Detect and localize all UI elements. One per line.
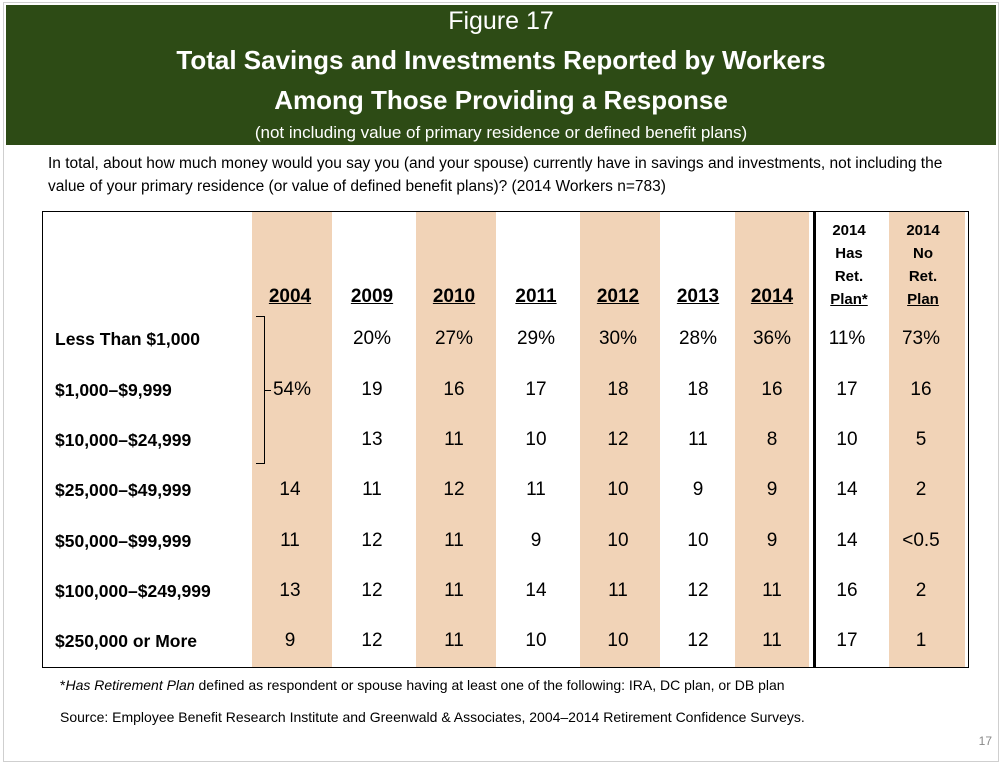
table-cell: 18 [607,379,629,400]
table-cell: 16 [761,379,783,400]
table-cell: 10 [607,630,629,651]
table-cell: 8 [766,429,778,450]
survey-question: In total, about how much money would you… [48,155,943,195]
row-label: $10,000–$24,999 [55,430,192,450]
table-cell: 2 [915,580,927,601]
column-header-2012: 2012 [596,286,640,307]
footnote: *Has Retirement Plan defined as responde… [60,677,785,693]
table-cell: 30% [598,328,638,349]
table-cell: 11 [762,580,782,601]
footnote-italic: Has Retirement Plan [65,677,195,693]
table-cell: 11% [828,328,866,349]
row-label: Less Than $1,000 [55,329,200,349]
table-cell: 10 [836,429,858,450]
column-header-2011: 2011 [515,286,557,307]
row-label: $50,000–$99,999 [55,531,192,551]
column-shade [416,212,496,667]
column-header-2009: 2009 [350,286,394,307]
table-cell: 14 [279,479,301,500]
bracket-2004-tick [265,390,271,391]
table-cell: 12 [361,530,383,551]
table-cell: 1 [915,630,927,651]
footnote-star: * [60,677,66,693]
header-banner: Figure 17 Total Savings and Investments … [6,5,996,145]
table-cell: 11 [362,479,382,500]
table-cell: 13 [361,429,383,450]
table-cell: 5 [915,429,927,450]
table-cell: 14 [836,530,858,551]
table-cell: 20% [352,328,392,349]
table-cell: 11 [444,580,464,601]
table-cell: 10 [525,429,547,450]
table-cell: 9 [692,479,704,500]
footnote-text: defined as respondent or spouse having a… [194,677,785,693]
table-cell: 73% [901,328,941,349]
table-cell: 13 [279,580,301,601]
table-cell: 28% [678,328,718,349]
table-cell: 11 [444,630,464,651]
table-cell: 11 [444,530,464,551]
row-label: $25,000–$49,999 [55,480,192,500]
table-cell: 12 [687,630,709,651]
column-shade [252,212,332,667]
figure-label: Figure 17 [448,7,554,35]
table-cell: 12 [443,479,465,500]
table-cell: 17 [836,630,858,651]
table-cell: 29% [516,328,556,349]
row-label: $1,000–$9,999 [55,380,172,400]
table-cell: 9 [766,530,778,551]
title-line-2: Among Those Providing a Response [274,85,728,115]
table-cell: 9 [766,479,778,500]
table-cell: 27% [434,328,474,349]
row-label: $100,000–$249,999 [55,581,211,601]
subtitle: (not including value of primary residenc… [254,123,748,142]
data-table: 2004 2009 2010 2011 2012 2013 2014 2014 Has Ret. P… [42,211,969,668]
table-cell: 19 [361,379,383,400]
table-cell: 10 [687,530,709,551]
table-cell: 10 [607,479,629,500]
table-cell: 16 [443,379,465,400]
page-number: 17 [978,734,992,748]
source-note: Source: Employee Benefit Research Instit… [60,709,805,725]
table-cell: 11 [280,530,300,551]
table-cell: 11 [526,479,546,500]
column-shade [889,212,965,667]
table-cell: 9 [530,530,542,551]
table-cell: 14 [525,580,547,601]
bracket-2004 [256,316,265,464]
column-header-extra-2: 2014 No Ret. Plan [906,222,940,308]
table-cell: 11 [444,429,464,450]
column-shade [580,212,660,667]
column-header-2014: 2014 [750,286,794,307]
column-header-2010: 2010 [432,286,476,307]
table-cell: 11 [762,630,782,651]
table-cell: 12 [687,580,709,601]
table-cell: 9 [284,630,296,651]
table-cell: 14 [836,479,858,500]
table-cell: 16 [836,580,858,601]
table-cell: 17 [525,379,547,400]
table-cell: 11 [688,429,708,450]
table-cell: 2 [915,479,927,500]
row-label: $250,000 or More [55,631,198,651]
table-cell: 12 [361,580,383,601]
column-divider [813,212,816,667]
table-cell: <0.5 [902,530,940,551]
table-cell: 36% [752,328,792,349]
table-cell: 16 [910,379,932,400]
column-header-extra-1: 2014 Has Ret. Plan* [830,222,868,308]
table-cell: 54% [272,379,312,400]
table-cell: 17 [836,379,858,400]
column-header-2004: 2004 [268,286,312,307]
column-shade [735,212,809,667]
table-cell: 10 [525,630,547,651]
table-cell: 11 [608,580,628,601]
table-cell: 12 [361,630,383,651]
table-cell: 18 [687,379,709,400]
title-line-1: Total Savings and Investments Reported b… [176,45,826,75]
table-cell: 10 [607,530,629,551]
table-cell: 12 [607,429,629,450]
column-header-2013: 2013 [676,286,720,307]
